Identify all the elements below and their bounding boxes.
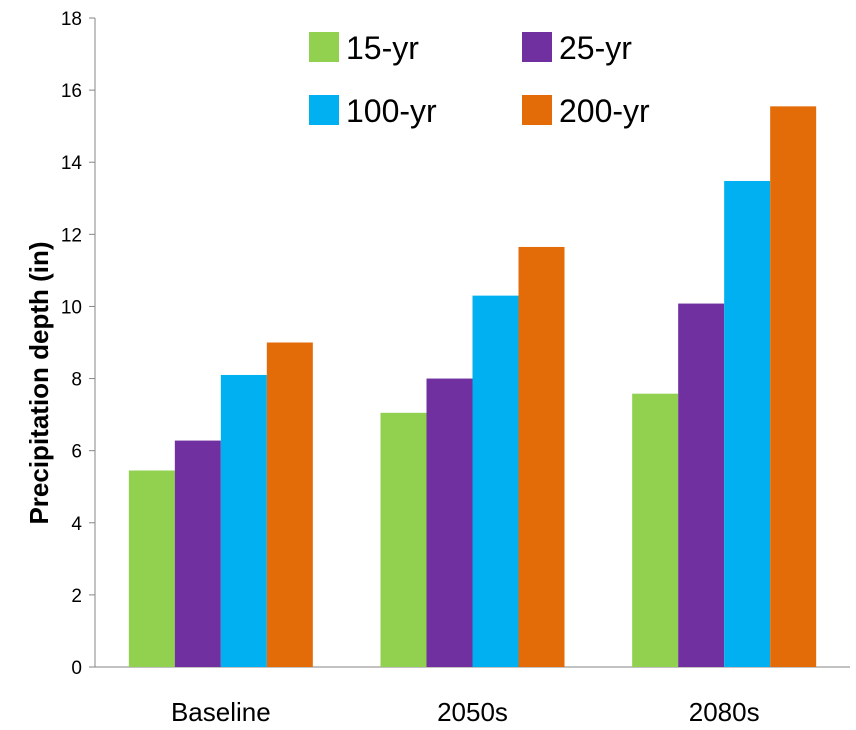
bar-25-yr-2080s: [678, 303, 725, 667]
legend-swatch-25-yr: [522, 32, 552, 62]
legend-swatch-100-yr: [309, 95, 339, 125]
category-labels: Baseline 2050s 2080s: [171, 697, 760, 727]
bar-200-yr-Baseline: [266, 342, 313, 667]
legend-label: 15-yr: [346, 30, 419, 66]
legend-swatch-200-yr: [522, 95, 552, 125]
y-tick-label: 8: [71, 370, 82, 391]
bar-200-yr-2080s: [770, 106, 817, 667]
y-tick-label: 0: [71, 658, 82, 679]
y-axis-title: Precipitation depth (in): [24, 241, 54, 524]
bar-100-yr-Baseline: [220, 374, 267, 667]
y-tick-label: 2: [71, 586, 82, 607]
bar-25-yr-Baseline: [174, 440, 221, 667]
legend: 15-yr 25-yr 100-yr 200-yr: [309, 30, 650, 129]
bar-25-yr-2050s: [426, 378, 473, 667]
y-tick-label: 12: [61, 225, 82, 246]
category-label: 2080s: [689, 697, 760, 727]
y-tick-label: 4: [71, 514, 82, 535]
legend-label: 200-yr: [559, 93, 650, 129]
y-tick-label: 18: [61, 9, 82, 30]
bar-200-yr-2050s: [518, 246, 565, 668]
y-tick-label: 6: [71, 442, 82, 463]
category-label: 2050s: [437, 697, 508, 727]
y-tick-label: 10: [61, 297, 82, 318]
bar-100-yr-2050s: [472, 295, 519, 667]
bars: [128, 106, 817, 668]
bar-15-yr-2080s: [632, 393, 679, 667]
category-label: Baseline: [171, 697, 271, 727]
bar-100-yr-2080s: [724, 180, 771, 667]
y-tick-label: 14: [61, 153, 83, 174]
legend-swatch-15-yr: [309, 32, 339, 62]
legend-label: 100-yr: [346, 93, 437, 129]
bar-15-yr-2050s: [380, 412, 427, 667]
bar-15-yr-Baseline: [128, 470, 175, 667]
y-tick-label: 16: [61, 81, 82, 102]
legend-label: 25-yr: [559, 30, 632, 66]
